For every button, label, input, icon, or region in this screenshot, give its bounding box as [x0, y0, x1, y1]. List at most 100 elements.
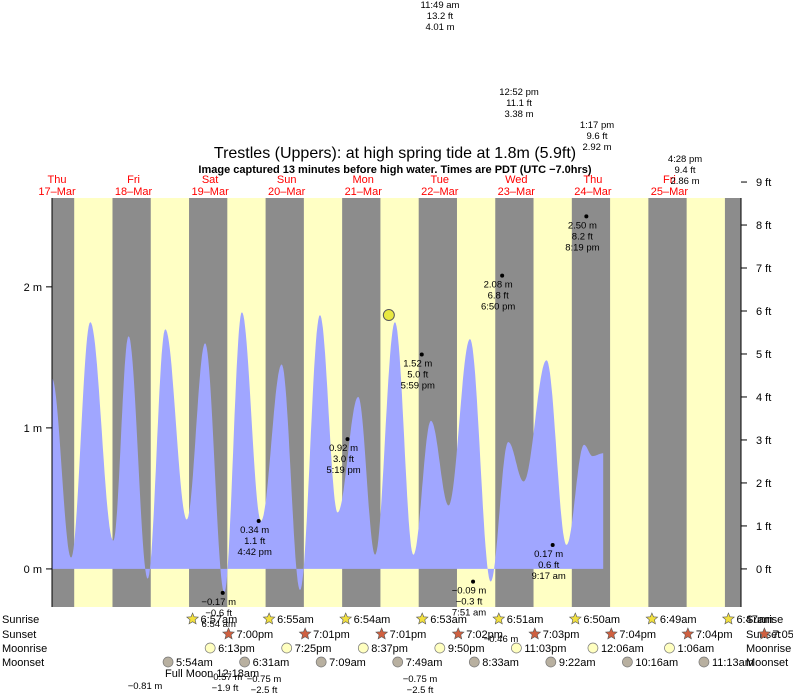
row-label-right: Moonrise: [746, 643, 791, 655]
tide-extreme-label: −0.17 m: [201, 597, 236, 608]
tide-extreme-label: 9:17 am: [532, 571, 566, 582]
right-axis-tick-label: 3 ft: [756, 435, 771, 447]
chart-subtitle: Image captured 13 minutes before high wa…: [198, 164, 592, 176]
left-axis-tick-label: 0 m: [24, 564, 42, 576]
moonrise-icon: [357, 642, 369, 654]
tide-area: [52, 312, 604, 593]
tide-extreme-point: [584, 214, 589, 219]
moon-phase-label: Full Moon 12:18am: [165, 668, 259, 680]
row-time-label: 6:49am: [660, 614, 697, 626]
sunrise-icon: [721, 612, 735, 625]
offchart-low-label: −2.5 ft: [251, 685, 278, 695]
moonset-icon: [622, 656, 633, 668]
offchart-low-label: −0.81 m: [128, 681, 163, 692]
offchart-low-label: −0.75 m: [247, 674, 282, 685]
row-label-left: Sunset: [2, 629, 36, 641]
offchart-low-label: −2.5 ft: [407, 685, 434, 695]
day-date-label: 23–Mar: [498, 186, 536, 198]
row-time-label: 6:31am: [253, 657, 290, 669]
row-time-label: 7:01pm: [313, 629, 350, 641]
astro-rows: Sunrise Sunrise 6:57am 6:55am 6:54am 6:53am 6:…: [2, 612, 793, 680]
day-date-label: 20–Mar: [268, 186, 306, 198]
offchart-high-label: 2.86 m: [670, 176, 699, 187]
offchart-high-label: 1:17 pm: [580, 120, 614, 131]
day-name-label: Sat: [202, 174, 219, 186]
right-axis-tick-label: 2 ft: [756, 478, 771, 490]
left-axis-tick-label: 1 m: [24, 423, 42, 435]
moonrise-icon: [281, 642, 293, 654]
day-date-label: 21–Mar: [345, 186, 383, 198]
row-time-label: 6:13pm: [218, 643, 255, 655]
row-time-label: 11:13am: [712, 657, 754, 669]
tide-extreme-label: 4:42 pm: [238, 547, 272, 558]
moonrise-icon: [664, 642, 675, 654]
row-time-label: 9:22am: [559, 657, 596, 669]
tide-extreme-label: 3.0 ft: [333, 454, 354, 465]
row-time-label: 7:01pm: [390, 629, 427, 641]
row-time-label: 7:25pm: [295, 643, 332, 655]
right-axis-tick-label: 7 ft: [756, 263, 771, 275]
right-axis-tick-label: 4 ft: [756, 392, 771, 404]
tide-extreme-label: 6:54 am: [202, 619, 236, 630]
row-label-right: Sunrise: [746, 614, 783, 626]
sunset-icon: [528, 627, 542, 640]
day-name-label: Fri: [663, 174, 676, 186]
offchart-low-label: −0.46 m: [484, 634, 519, 645]
sunset-icon: [681, 627, 695, 640]
tide-extreme-point: [500, 273, 505, 278]
offchart-low-label: −0.75 m: [403, 674, 438, 685]
sunrise-icon: [262, 612, 276, 625]
current-time-marker: [382, 309, 395, 322]
moonset-icon: [239, 656, 250, 668]
sunrise-icon: [415, 612, 429, 625]
moonset-icon: [698, 656, 710, 668]
row-time-label: 1:06am: [677, 643, 714, 655]
row-label-left: Moonrise: [2, 643, 47, 655]
tide-extreme-point: [345, 437, 350, 442]
day-labels: Thu17–MarFri18–MarSat19–MarSun20–MarMon2…: [38, 174, 688, 198]
row-time-label: 6:47am: [736, 614, 773, 626]
tide-extreme-label: 8.2 ft: [572, 231, 593, 242]
day-name-label: Tue: [431, 174, 450, 186]
sunrise-icon: [492, 612, 506, 625]
row-time-label: 7:05pm: [772, 629, 793, 641]
tide-extreme-label: −0.3 ft: [456, 597, 483, 608]
daylight-band: [610, 198, 649, 607]
tide-extreme-label: −0.09 m: [452, 586, 487, 597]
tide-extreme-label: 2.50 m: [568, 220, 597, 231]
offchart-high-label: 12:52 pm: [499, 87, 539, 98]
row-time-label: 6:57am: [201, 614, 238, 626]
row-time-label: 7:02pm: [466, 629, 503, 641]
day-name-label: Wed: [505, 174, 527, 186]
axes: 0 m 1 m 2 m 0 ft 1 ft 2 ft 3 ft 4 ft 5 ft 6 ft 7 f…: [24, 177, 771, 607]
tide-extreme-label: 0.34 m: [240, 525, 269, 536]
day-date-label: 24–Mar: [574, 186, 612, 198]
sunrise-icon: [186, 612, 200, 625]
row-time-label: 6:55am: [277, 614, 314, 626]
tide-extreme-label: 8:19 pm: [565, 242, 599, 253]
tide-extreme-point: [220, 590, 225, 595]
tide-extreme-label: 1.52 m: [403, 359, 432, 370]
row-time-label: 10:16am: [635, 657, 678, 669]
offchart-high-label: 9.6 ft: [586, 131, 607, 142]
day-date-label: 25–Mar: [651, 186, 689, 198]
row-time-label: 6:50am: [583, 614, 620, 626]
sunrise-icon: [339, 612, 353, 625]
offchart-high-label: 9.4 ft: [674, 165, 695, 176]
offchart-high-label: 3.38 m: [504, 109, 533, 120]
row-time-label: 7:00pm: [237, 629, 274, 641]
row-time-label: 7:03pm: [543, 629, 580, 641]
row-time-label: 12:06am: [601, 643, 644, 655]
tide-annotations: 0.34 m1.1 ft4:42 pm 0.92 m3.0 ft5:19 pm 1.…: [201, 214, 600, 630]
day-date-label: 19–Mar: [191, 186, 229, 198]
moonset-icon: [468, 656, 480, 668]
row-time-label: 7:09am: [329, 657, 366, 669]
tide-extreme-point: [256, 518, 261, 523]
tide-extreme-label: 2.08 m: [484, 280, 513, 291]
row-time-label: 5:54am: [176, 657, 213, 669]
row-time-label: 7:04pm: [696, 629, 733, 641]
day-name-label: Thu: [583, 174, 602, 186]
offchart-high-label: 11:49 am: [421, 0, 460, 11]
daylight-band: [686, 198, 725, 607]
